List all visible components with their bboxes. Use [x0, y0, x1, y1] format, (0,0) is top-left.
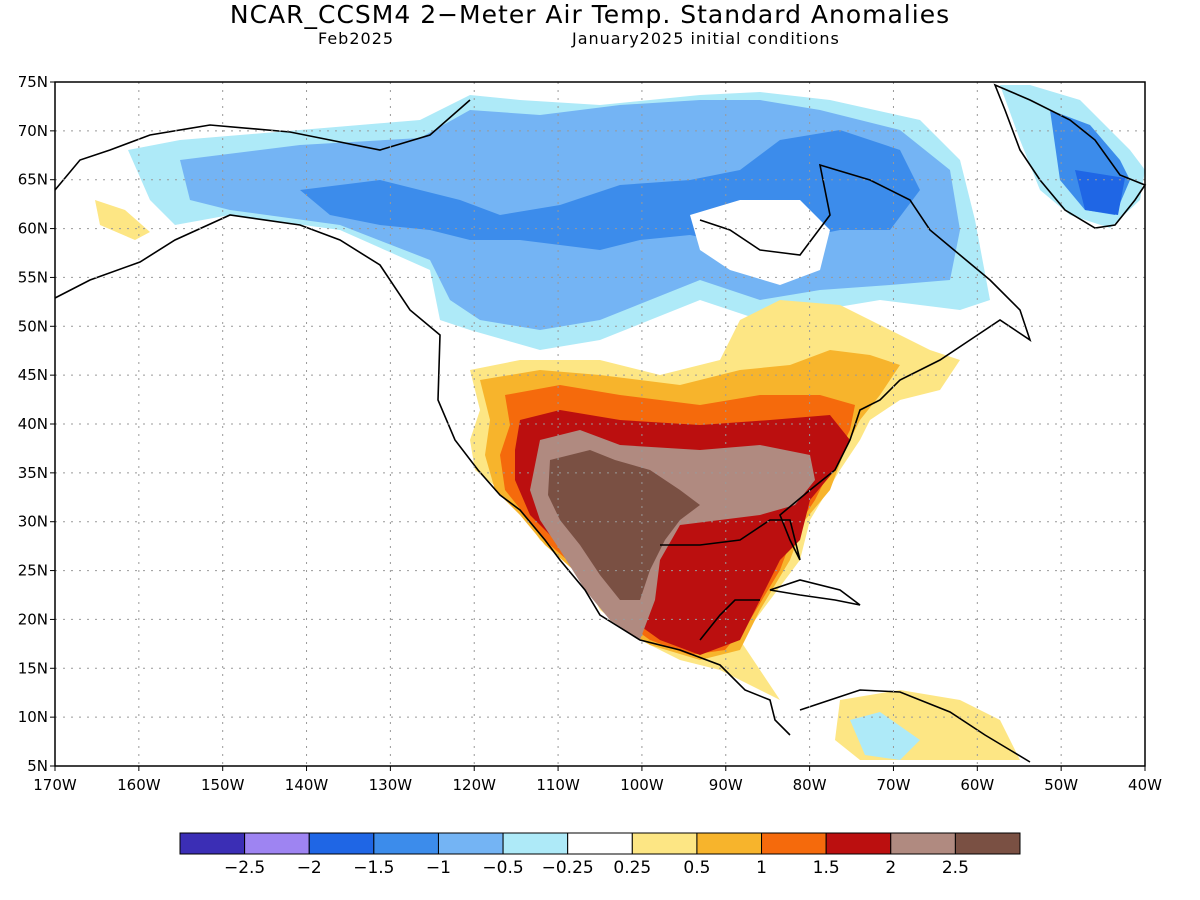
lat-label: 50N — [18, 317, 48, 335]
lat-label: 25N — [18, 562, 48, 580]
colorbar-swatch — [825, 832, 892, 855]
anomaly-region-white-hudson — [690, 200, 830, 285]
lon-label: 170W — [33, 776, 77, 794]
colorbar-label: 0.25 — [613, 858, 651, 878]
colorbar-label: −1 — [426, 858, 451, 878]
colorbar — [179, 832, 1021, 855]
colorbar-swatch — [373, 832, 439, 855]
lon-label: 100W — [620, 776, 664, 794]
lon-label: 70W — [877, 776, 911, 794]
lat-label: 65N — [18, 171, 48, 189]
colorbar-label: 1 — [756, 858, 767, 878]
lon-label: 140W — [285, 776, 329, 794]
latitude-labels: 75N 70N 65N 60N 55N 50N 45N 40N 35N 30N 25N 20N 15N 1… — [18, 73, 48, 775]
colorbar-label: −1.5 — [353, 858, 394, 878]
coastlines — [54, 83, 1147, 763]
colorbar-swatch — [502, 832, 569, 855]
lon-label: 150W — [201, 776, 245, 794]
lon-label: 130W — [369, 776, 413, 794]
colorbar-label: −0.25 — [542, 858, 594, 878]
colorbar-swatch — [954, 832, 1021, 855]
lat-label: 55N — [18, 268, 48, 286]
lat-label: 20N — [18, 610, 48, 628]
colorbar-labels: −2.5 −2 −1.5 −1 −0.5 −0.25 0.25 0.5 1 1.5 2 2.5 — [224, 858, 969, 878]
lat-label: 35N — [18, 464, 48, 482]
lat-label: 15N — [18, 659, 48, 677]
anomaly-region-alaska-warm — [95, 200, 150, 240]
longitude-labels: 170W 160W 150W 140W 130W 120W 110W 100W 90W 80W 70… — [33, 776, 1162, 794]
lat-label: 45N — [18, 366, 48, 384]
colorbar-label: 0.5 — [683, 858, 710, 878]
colorbar-label: 2.5 — [942, 858, 969, 878]
anomaly-shading — [95, 85, 1145, 760]
lat-label: 5N — [27, 757, 48, 775]
colorbar-label: −0.5 — [482, 858, 523, 878]
colorbar-label: 2 — [885, 858, 896, 878]
map-title: NCAR_CCSM4 2−Meter Air Temp. Standard An… — [229, 0, 951, 29]
coastline-cuba — [769, 579, 861, 606]
lon-label: 160W — [117, 776, 161, 794]
lat-label: 30N — [18, 513, 48, 531]
lat-label: 60N — [18, 220, 48, 238]
graticule — [50, 81, 1146, 771]
colorbar-label: −2.5 — [224, 858, 265, 878]
lon-label: 40W — [1128, 776, 1162, 794]
lon-label: 120W — [452, 776, 496, 794]
lon-label: 110W — [536, 776, 580, 794]
colorbar-swatch — [437, 832, 504, 855]
valid-month-label: Feb2025 — [318, 29, 395, 48]
colorbar-swatch — [244, 832, 310, 855]
colorbar-swatch — [890, 832, 956, 855]
lat-label: 40N — [18, 415, 48, 433]
colorbar-label: 1.5 — [813, 858, 840, 878]
colorbar-swatch — [761, 832, 827, 855]
colorbar-swatch — [696, 832, 763, 855]
coastline-south-america — [799, 689, 1031, 763]
anomaly-region-greenland-deepest — [1075, 170, 1125, 215]
lon-label: 50W — [1044, 776, 1078, 794]
anomaly-region-warm-brown — [548, 450, 700, 600]
anomaly-region-south-america-cool — [850, 712, 920, 760]
lon-label: 60W — [960, 776, 994, 794]
lat-label: 70N — [18, 122, 48, 140]
colorbar-swatch — [567, 832, 633, 855]
coastline-greenland — [993, 83, 1147, 229]
map-frame — [54, 81, 1146, 767]
colorbar-swatch — [179, 832, 246, 855]
colorbar-label: −2 — [297, 858, 322, 878]
lon-label: 90W — [709, 776, 743, 794]
init-conditions-label: January2025 initial conditions — [572, 29, 840, 48]
lon-label: 80W — [793, 776, 827, 794]
colorbar-swatch — [308, 832, 375, 855]
lat-label: 10N — [18, 708, 48, 726]
colorbar-swatch — [631, 832, 698, 855]
lat-label: 75N — [18, 73, 48, 91]
coastline-north-america — [54, 99, 1032, 736]
